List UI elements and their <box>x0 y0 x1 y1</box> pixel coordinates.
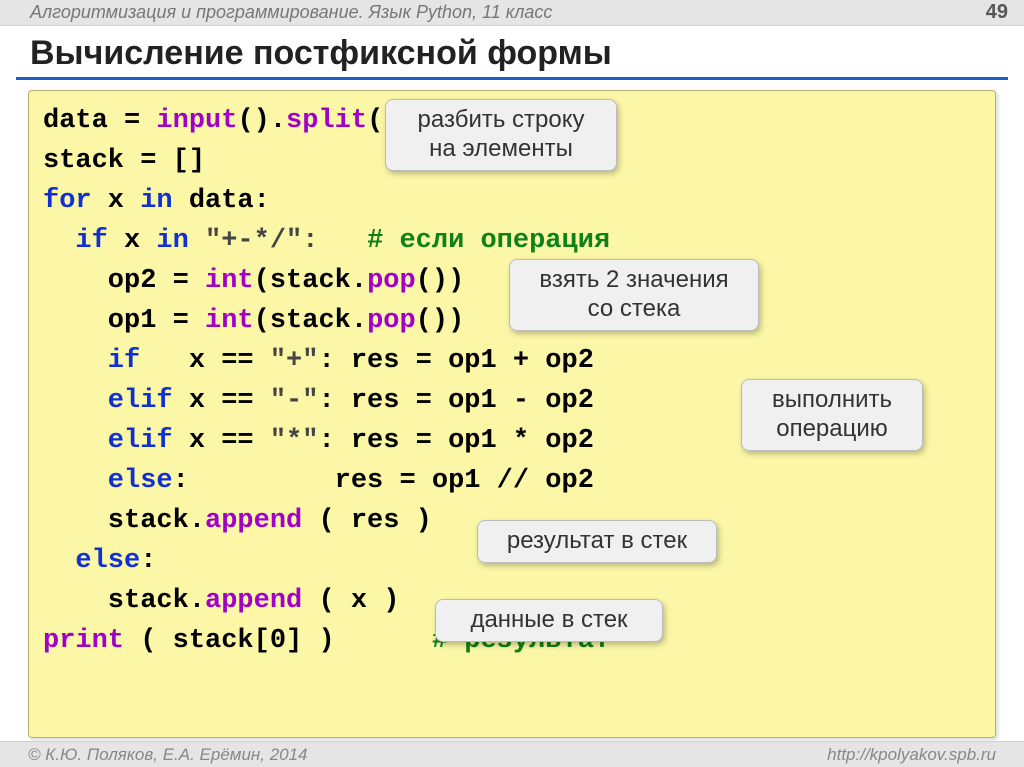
t: ( x ) <box>302 586 399 616</box>
t: (stack. <box>254 266 367 296</box>
t: for <box>43 186 92 216</box>
callout-line: на элементы <box>429 135 573 162</box>
t: stack = [] <box>43 146 205 176</box>
t: in <box>156 226 188 256</box>
callout-pop: взять 2 значения со стека <box>509 259 759 331</box>
t: append <box>205 506 302 536</box>
callout-line: выполнить <box>772 386 892 413</box>
t: ()) <box>416 306 465 336</box>
t: x <box>92 186 141 216</box>
t: : res = op1 + op2 <box>318 346 593 376</box>
t: print <box>43 626 124 656</box>
callout-line: разбить строку <box>418 106 585 133</box>
t: : res = op1 * op2 <box>318 426 593 456</box>
t: op1 = <box>43 306 205 336</box>
t: if <box>43 346 140 376</box>
callout-line: операцию <box>776 415 888 442</box>
header-bar: Алгоритмизация и программирование. Язык … <box>0 0 1024 26</box>
t: elif <box>43 426 173 456</box>
t: if <box>43 226 108 256</box>
t: in <box>140 186 172 216</box>
t: "-" <box>270 386 319 416</box>
t: = <box>108 106 157 136</box>
t: int <box>205 306 254 336</box>
t: x <box>108 226 157 256</box>
callout-push-res: результат в стек <box>477 520 717 563</box>
t: # если операция <box>367 226 610 256</box>
t: x == <box>173 386 270 416</box>
title-underline <box>16 77 1008 80</box>
t: : <box>140 546 156 576</box>
t: ()) <box>416 266 465 296</box>
t: "+-*/": <box>189 226 367 256</box>
footer-bar: © К.Ю. Поляков, Е.А. Ерёмин, 2014 http:/… <box>0 741 1024 767</box>
t: stack. <box>43 506 205 536</box>
callout-line: взять 2 значения <box>539 266 728 293</box>
t: data: <box>173 186 270 216</box>
t: x == <box>140 346 270 376</box>
t: "*" <box>270 426 319 456</box>
t: input <box>156 106 237 136</box>
t: else <box>43 466 173 496</box>
t: int <box>205 266 254 296</box>
t: pop <box>367 306 416 336</box>
t: data <box>43 106 108 136</box>
t: (stack. <box>254 306 367 336</box>
callout-line: данные в стек <box>470 606 627 633</box>
callout-line: результат в стек <box>507 527 687 554</box>
t: x == <box>173 426 270 456</box>
t: "+" <box>270 346 319 376</box>
callout-split: разбить строку на элементы <box>385 99 617 171</box>
t: ( res ) <box>302 506 432 536</box>
t: ( stack[0] ) <box>124 626 432 656</box>
t: split <box>286 106 367 136</box>
callout-op: выполнить операцию <box>741 379 923 451</box>
t: (). <box>237 106 286 136</box>
callout-push-data: данные в стек <box>435 599 663 642</box>
t: pop <box>367 266 416 296</box>
t: op2 = <box>43 266 205 296</box>
code-box: data = input().split() stack = [] for x … <box>28 90 996 738</box>
footer-url: http://kpolyakov.spb.ru <box>827 745 996 765</box>
t: : res = op1 - op2 <box>318 386 593 416</box>
slide-title: Вычисление постфиксной формы <box>0 26 1024 77</box>
t: stack. <box>43 586 205 616</box>
t: else <box>43 546 140 576</box>
page-number: 49 <box>986 1 1008 24</box>
t: elif <box>43 386 173 416</box>
t: : res = op1 // op2 <box>173 466 594 496</box>
t: append <box>205 586 302 616</box>
footer-copyright: © К.Ю. Поляков, Е.А. Ерёмин, 2014 <box>28 745 308 765</box>
callout-line: со стека <box>588 295 681 322</box>
header-subject: Алгоритмизация и программирование. Язык … <box>30 2 552 23</box>
